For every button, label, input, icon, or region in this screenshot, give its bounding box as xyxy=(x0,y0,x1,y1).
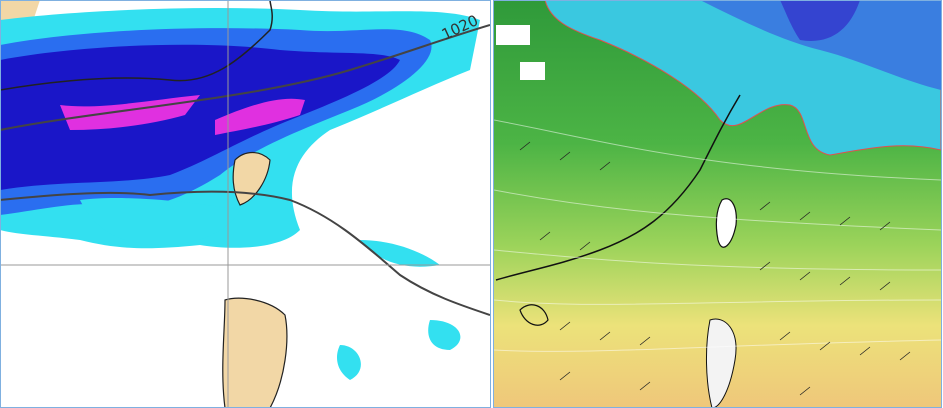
coastline xyxy=(495,94,741,281)
cold-air xyxy=(702,1,941,90)
left-map: 1020 xyxy=(1,1,490,407)
no-data xyxy=(496,25,545,80)
light-precip xyxy=(337,240,461,380)
isotherms xyxy=(494,119,941,352)
isobar xyxy=(1,190,490,316)
land xyxy=(222,297,288,407)
heavy-precip xyxy=(1,44,400,190)
wind-barbs xyxy=(519,141,911,396)
light-precip xyxy=(80,198,240,245)
extreme-precip xyxy=(60,95,305,135)
island xyxy=(706,318,737,407)
coastline xyxy=(1,1,273,91)
isobar xyxy=(1,24,490,131)
island xyxy=(519,304,549,326)
cold-air xyxy=(780,1,860,41)
right-map xyxy=(494,1,941,407)
